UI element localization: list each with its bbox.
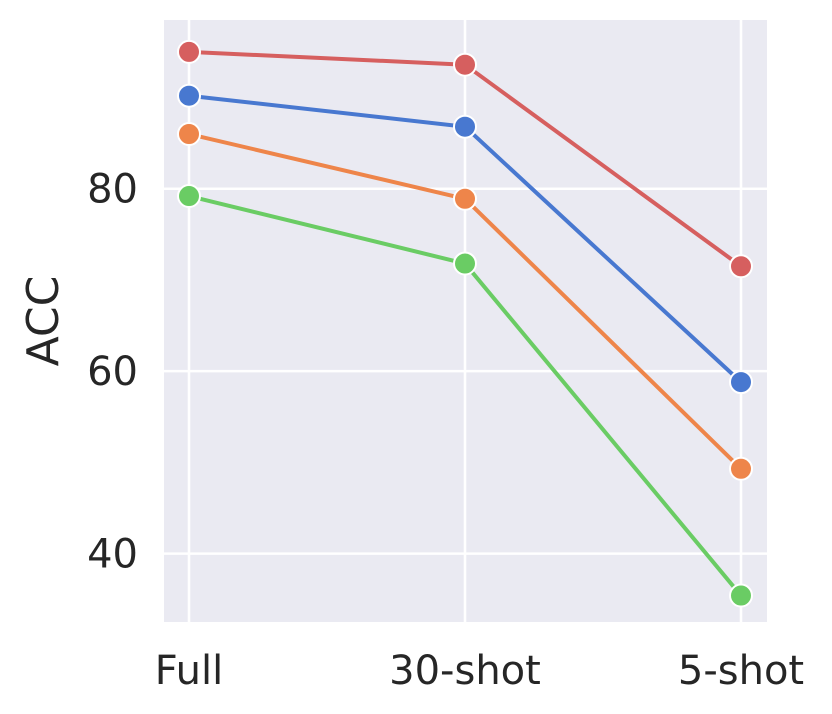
data-point [729,456,753,481]
x-tick-label: Full [155,648,223,694]
y-tick-label: 80 [87,167,138,213]
data-point [177,122,201,147]
data-point [729,370,753,395]
data-point [177,184,201,209]
data-point [453,186,477,211]
y-tick-labels: 40 60 80 [87,167,138,578]
series-layer [177,39,753,608]
data-point [177,39,201,64]
data-point [729,583,753,608]
x-tick-labels: Full 30-shot 5-shot [155,648,804,694]
y-tick-label: 60 [87,349,138,395]
data-point [177,83,201,108]
series-0 [177,39,753,279]
data-point [453,114,477,139]
series-1 [177,83,753,395]
data-point [453,251,477,276]
data-point [453,52,477,77]
y-tick-label: 40 [87,532,138,578]
x-tick-label: 30-shot [389,648,541,694]
x-tick-label: 5-shot [678,648,804,694]
series-2 [177,122,753,481]
data-point [729,254,753,279]
y-axis-title: ACC [18,276,69,367]
series-3 [177,184,753,608]
